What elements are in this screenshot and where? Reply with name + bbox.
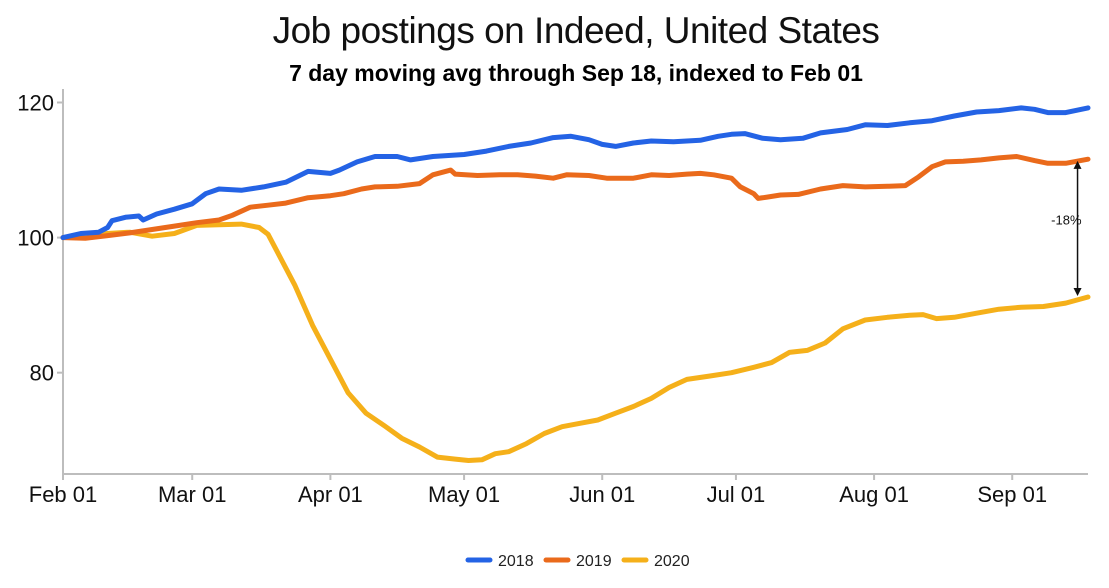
- x-tick-label: Sep 01: [977, 482, 1047, 507]
- y-tick-label: 100: [17, 226, 54, 251]
- series-line-2019: [60, 154, 1091, 241]
- x-tick-label: May 01: [428, 482, 500, 507]
- legend-label-2018: 2018: [498, 553, 534, 570]
- annotation-layer: -18%: [1051, 160, 1082, 297]
- x-tick-label: Feb 01: [29, 482, 98, 507]
- x-tick-label: Apr 01: [298, 482, 363, 507]
- legend-label-2019: 2019: [576, 553, 612, 570]
- series-layer: [60, 105, 1091, 463]
- chart-subtitle: 7 day moving avg through Sep 18, indexed…: [289, 60, 863, 86]
- x-tick-label: Jul 01: [707, 482, 766, 507]
- series-line-2020: [60, 221, 1091, 463]
- difference-label: -18%: [1051, 212, 1082, 227]
- x-tick-label: Aug 01: [839, 482, 909, 507]
- x-tick-label: Jun 01: [569, 482, 635, 507]
- legend-label-2020: 2020: [654, 553, 690, 570]
- chart-title: Job postings on Indeed, United States: [272, 10, 880, 51]
- chart-legend: 2018 2019 2020: [465, 553, 690, 570]
- series-line-2018: [60, 105, 1091, 241]
- y-tick-label: 80: [30, 361, 54, 386]
- y-tick-label: 120: [17, 91, 54, 116]
- chart-axes: 80 100 120 Feb 01 Mar 01 Apr 01 May 01 Jun 01 Ju…: [17, 89, 1088, 507]
- x-tick-label: Mar 01: [158, 482, 226, 507]
